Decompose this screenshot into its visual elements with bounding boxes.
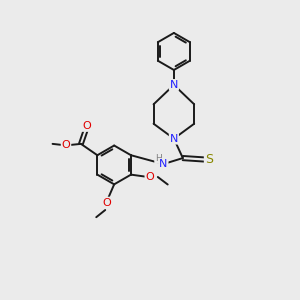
Text: O: O (61, 140, 70, 150)
Text: N: N (159, 159, 168, 169)
Text: N: N (170, 134, 178, 144)
Text: H: H (155, 154, 162, 163)
Text: O: O (102, 198, 111, 208)
Text: O: O (82, 121, 91, 131)
Text: S: S (205, 153, 213, 166)
Text: N: N (170, 80, 178, 90)
Text: O: O (146, 172, 154, 182)
